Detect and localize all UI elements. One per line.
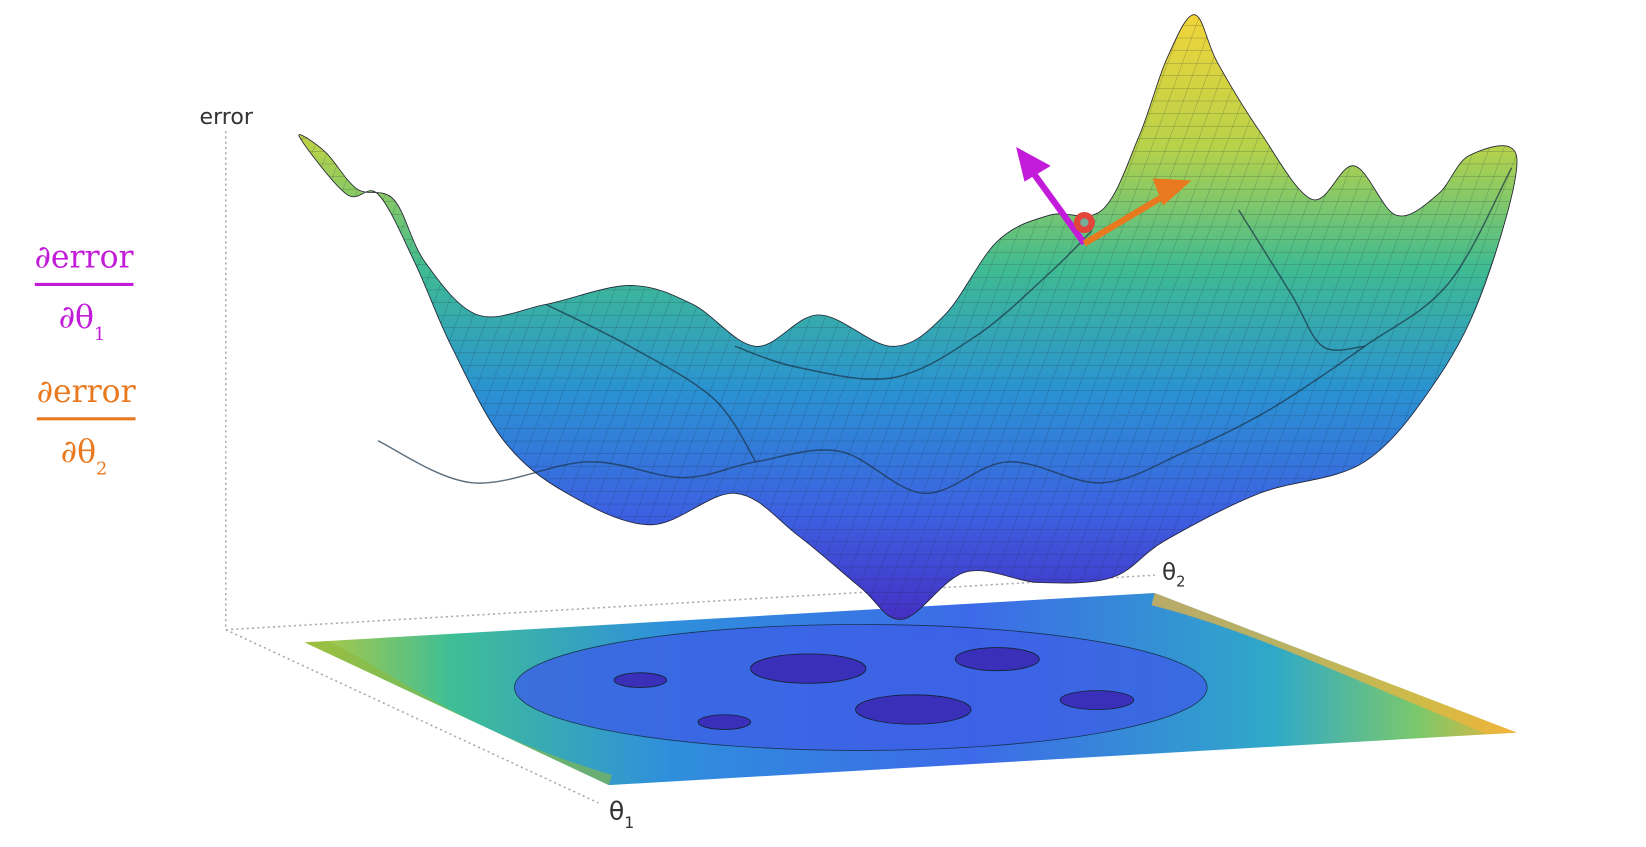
numerator: ∂error: [37, 374, 137, 410]
surface-part: [734, 230, 1093, 381]
gradient-theta1: ∂error ∂θ1: [35, 240, 135, 345]
gradient-arrows: [1016, 146, 1192, 247]
denominator: ∂θ1: [59, 299, 106, 345]
symbol: θ: [609, 797, 624, 826]
theta1-axis-label: θ1: [609, 797, 634, 832]
numerator: ∂error: [35, 240, 135, 276]
gradient-theta2: ∂error ∂θ2: [37, 374, 137, 479]
axes: [225, 131, 1155, 804]
error-surface: [298, 14, 1518, 620]
error-axis-label: error: [200, 105, 254, 130]
surface-part: [1238, 209, 1365, 351]
surface-part: [298, 14, 1517, 620]
symbol: θ: [1162, 559, 1176, 585]
denominator: ∂θ2: [61, 434, 108, 480]
surface-part: [545, 303, 757, 463]
subscript: 2: [1176, 574, 1185, 591]
subscript: 1: [624, 813, 634, 832]
theta2-axis-label: θ2: [1162, 559, 1185, 590]
